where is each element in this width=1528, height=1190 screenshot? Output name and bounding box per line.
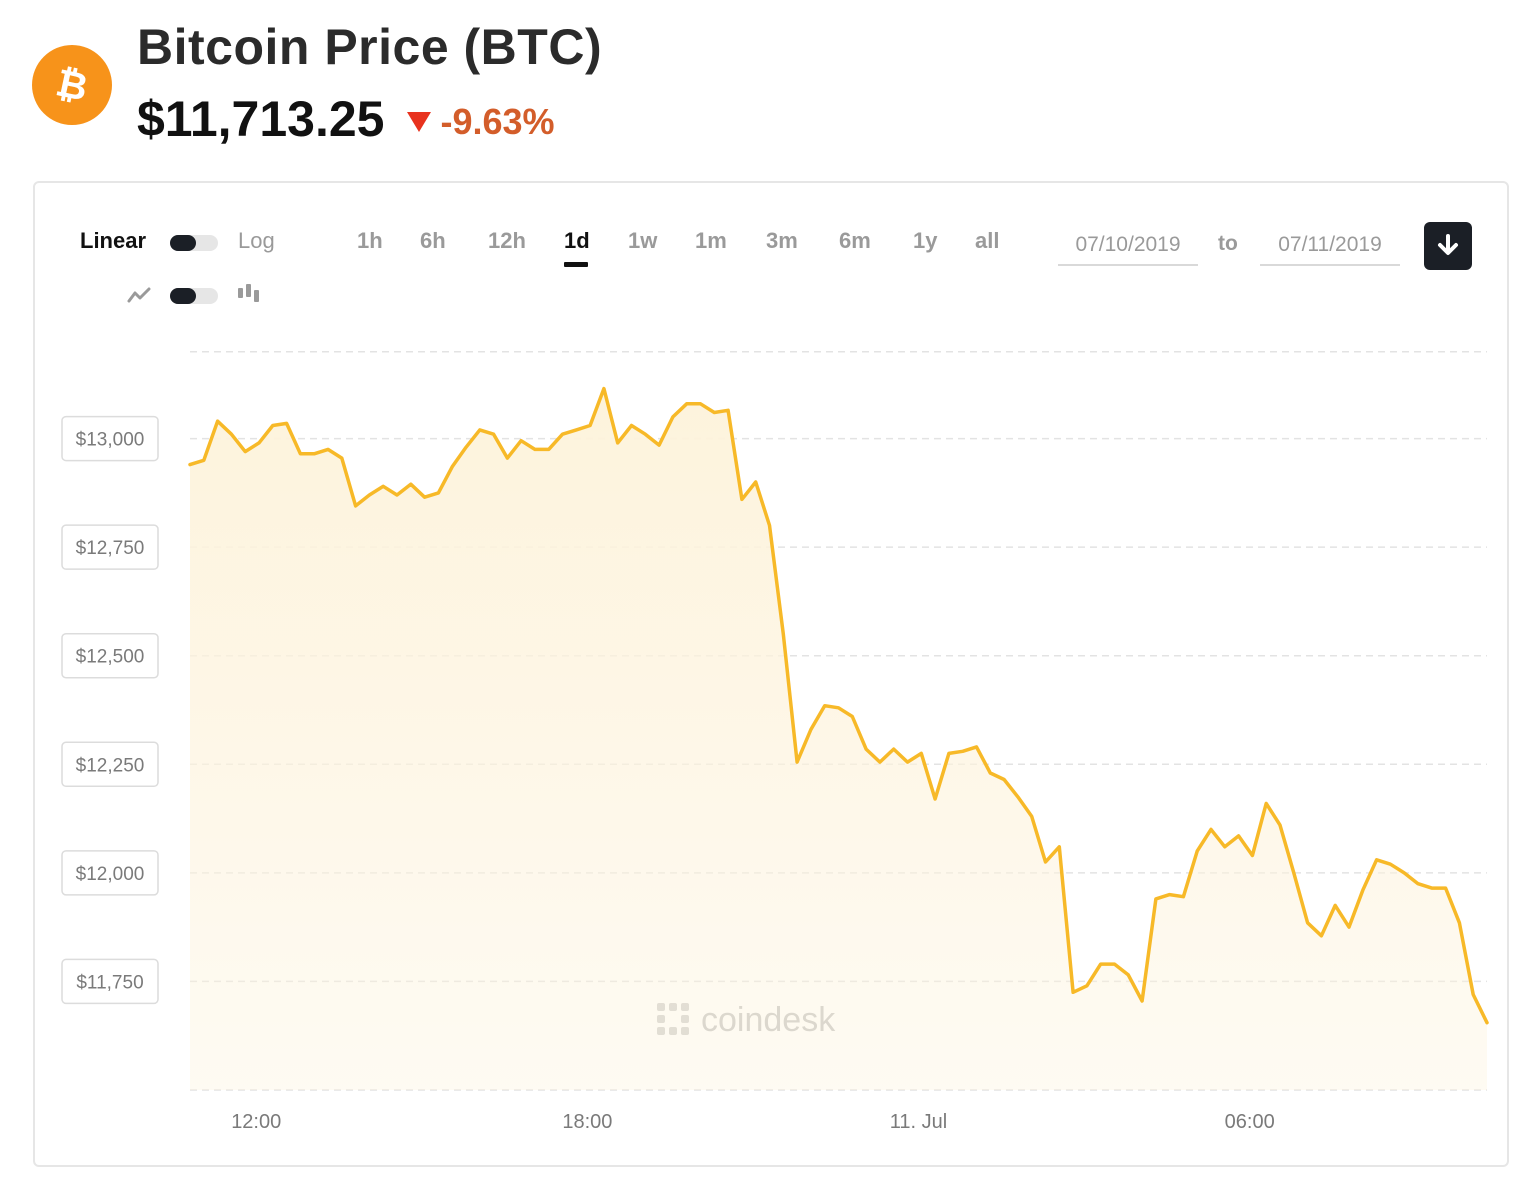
log-scale-label[interactable]: Log	[238, 228, 275, 253]
down-arrow-icon	[406, 112, 431, 132]
price-line	[188, 386, 1489, 1025]
chart-panel	[33, 181, 1509, 1167]
x-tick-label: 12:00	[231, 1111, 281, 1133]
y-tick-label: $12,500	[61, 632, 159, 679]
bitcoin-logo: ₿	[32, 45, 112, 125]
x-tick-label: 18:00	[562, 1111, 612, 1133]
bitcoin-icon: ₿	[52, 63, 91, 107]
date-from-input[interactable]	[1058, 226, 1198, 266]
x-tick-label: 06:00	[1225, 1111, 1275, 1133]
svg-text:$11,750: $11,750	[76, 972, 143, 993]
svg-text:$12,250: $12,250	[76, 755, 145, 776]
y-tick-label: $11,750	[61, 958, 159, 1005]
current-price: $11,713.25	[137, 91, 385, 147]
tab-1m[interactable]: 1m	[695, 228, 727, 253]
scale-toggle[interactable]	[170, 235, 218, 251]
date-to-label: to	[1218, 232, 1238, 255]
tab-12h[interactable]: 12h	[488, 228, 526, 253]
tab-1d[interactable]: 1d	[564, 228, 590, 253]
active-tab-indicator	[564, 262, 588, 267]
price-change: -9.63%	[440, 101, 555, 142]
tab-1h[interactable]: 1h	[357, 228, 383, 253]
price-row: $11,713.25 -9.63%	[137, 90, 555, 148]
date-to-input[interactable]	[1260, 226, 1400, 266]
y-tick-label: $12,000	[61, 850, 159, 896]
tab-all[interactable]: all	[975, 228, 1000, 253]
tab-3m[interactable]: 3m	[766, 228, 798, 253]
candlestick-icon[interactable]	[236, 282, 262, 306]
svg-text:$13,000: $13,000	[76, 430, 145, 451]
tab-1y[interactable]: 1y	[913, 228, 938, 253]
y-tick-label: $12,750	[61, 524, 159, 570]
chart-type-toggle[interactable]	[170, 288, 218, 304]
price-area-fill	[190, 388, 1487, 1091]
svg-text:$12,750: $12,750	[76, 538, 145, 559]
tab-1w[interactable]: 1w	[628, 228, 658, 253]
download-button[interactable]	[1424, 222, 1472, 270]
tab-6h[interactable]: 6h	[420, 228, 446, 253]
linear-scale-label[interactable]: Linear	[80, 228, 147, 253]
line-chart-icon[interactable]	[127, 286, 151, 304]
page-title: Bitcoin Price (BTC)	[137, 19, 603, 75]
y-tick-label: $12,250	[61, 741, 159, 788]
y-tick-label: $13,000	[61, 415, 159, 462]
svg-text:$12,500: $12,500	[76, 647, 145, 668]
download-arrow-icon	[1438, 234, 1458, 255]
svg-text:$12,000: $12,000	[76, 864, 145, 885]
tab-6m[interactable]: 6m	[839, 228, 871, 253]
x-tick-label: 11. Jul	[890, 1111, 947, 1133]
